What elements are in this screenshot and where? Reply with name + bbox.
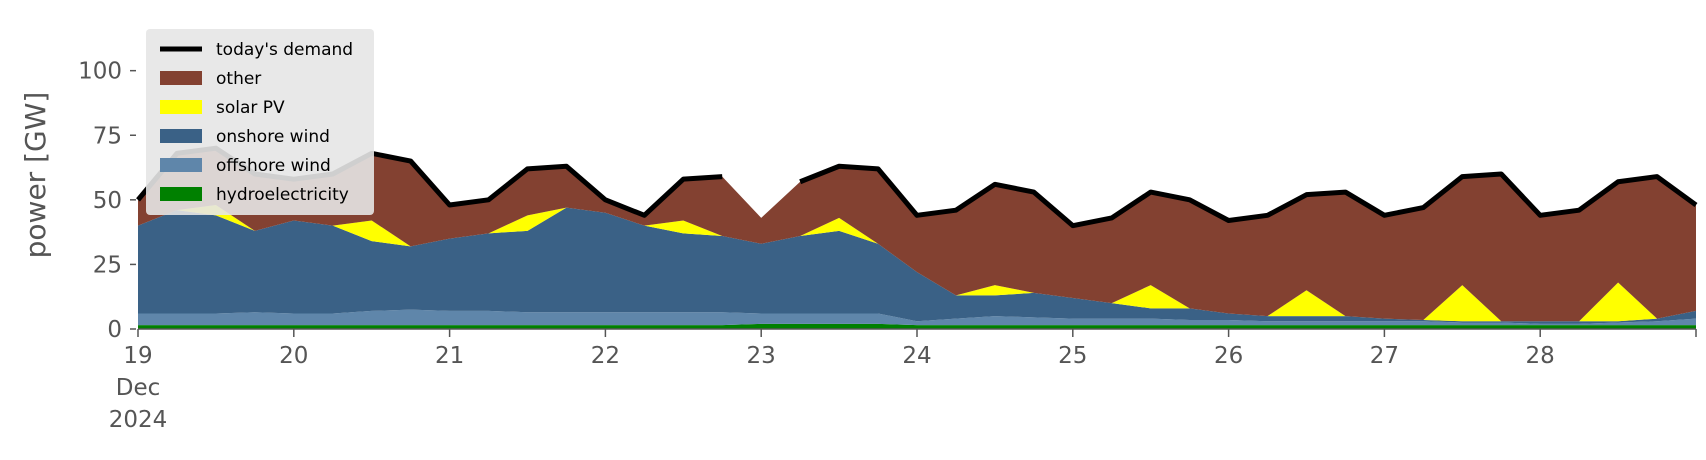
area [138,207,1696,324]
y-tick-label: 25 [93,252,122,278]
y-tick-label: 75 [93,123,122,149]
x-tick-label: 22 [591,343,620,369]
area [138,148,1696,322]
x-tick-label: 27 [1370,343,1399,369]
legend: today's demand other solar PV onshore wind o… [146,29,374,215]
legend-label: solar PV [216,98,285,118]
legend-swatch [160,187,202,201]
x-tick-label: 19 Dec 2024 [109,343,168,433]
legend-swatch [160,158,202,172]
legend-label: offshore wind [216,156,331,176]
x-tick-label: 23 [747,343,776,369]
x-tick-label: 26 [1214,343,1243,369]
legend-box [146,29,374,215]
legend-swatch [160,129,202,143]
legend-label: today's demand [216,40,353,60]
y-axis-label: power [GW] [19,92,52,259]
legend-label: onshore wind [216,127,330,147]
x-tick-label: 25 [1058,343,1087,369]
legend-swatch [160,100,202,114]
y-tick-label: 50 [93,188,122,214]
y-tick-label: 0 [107,317,122,343]
area [138,205,1696,322]
legend-swatch [160,71,202,85]
legend-label: other [216,69,261,89]
x-tick-label: 20 [279,343,308,369]
x-tick-label: 28 [1526,343,1555,369]
y-tick-label: 100 [78,59,122,85]
x-tick-label: 21 [435,343,464,369]
x-tick-label: 24 [902,343,931,369]
legend-label: hydroelectricity [216,185,349,205]
